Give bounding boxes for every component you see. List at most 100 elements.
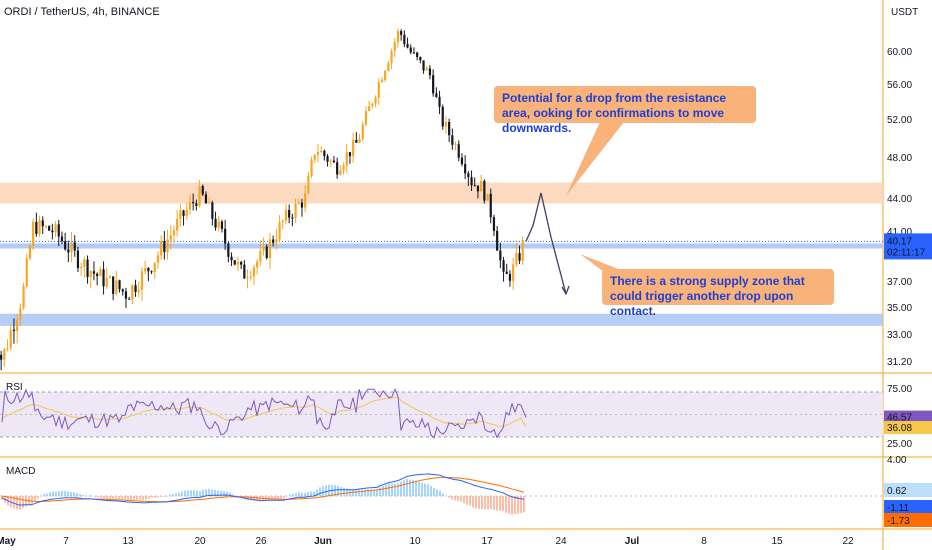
candle-body [25,258,28,286]
rsi-value-badge [884,410,932,424]
macd-histogram-bar [493,496,495,510]
macd-histogram-bar [277,496,279,499]
candle-body [105,277,108,287]
time-tick-label: 22 [842,536,854,547]
candle-body [96,273,99,277]
macd-histogram-bar [508,496,510,514]
time-tick-label: 8 [701,536,707,547]
zone-supply [0,243,883,249]
macd-histogram-bar [34,496,36,502]
macd-histogram-bar [379,487,381,497]
candle-body [284,209,288,221]
macd-histogram-bar [295,493,297,497]
candle-body [400,31,403,35]
candle-body [470,177,473,186]
macd-histogram-bar [454,496,456,501]
candle-body [291,217,294,219]
candle-body [0,354,3,360]
candle-body [364,111,368,125]
time-tick-label: 7 [63,536,69,547]
candle-body [252,267,256,277]
candle-body [99,269,102,277]
macd-histogram-bar [406,478,408,497]
supply-callout-pointer [580,254,626,272]
candle-body [483,180,486,201]
rsi-line [1,387,527,439]
candle-body [73,242,76,251]
macd-histogram-bar [79,493,81,497]
macd-signal-badge [884,513,932,527]
candle-body [147,267,150,272]
macd-histogram-bar [283,496,285,499]
macd-histogram-bar [361,489,363,497]
candle-body [243,264,246,279]
macd-histogram-bar [154,496,156,498]
macd-histogram-bar [25,496,27,507]
macd-histogram-bar [94,496,96,497]
candle-body [169,235,172,240]
candle-body [521,239,524,261]
supply-callout[interactable]: There is a strong supply zone that could… [602,269,834,318]
candle-body [371,103,374,107]
candle-body [329,160,332,162]
resistance-callout[interactable]: Potential for a drop from the resistance… [494,86,756,135]
candle-body [492,217,496,231]
candle-body [361,124,364,139]
macd-histogram-bar [337,485,339,497]
candle-body [195,203,198,206]
macd-histogram-bar [16,496,18,510]
macd-histogram-bar [340,487,342,497]
projection-arrowhead [561,285,570,296]
macd-histogram-bar [433,487,435,497]
candle-body [268,239,272,258]
macd-histogram-bar [217,490,219,497]
macd-histogram-bar [388,483,390,497]
candle-body [67,249,70,253]
candle-body [144,267,147,272]
time-tick-label: 26 [255,536,267,547]
candle-body [316,152,320,155]
candle-body [342,165,345,171]
candle-body [281,220,284,223]
candle-body [192,202,195,204]
candle-body [508,273,512,281]
macd-histogram-bar [475,496,477,509]
macd-hist-value: 0.62 [887,486,907,497]
macd-histogram-bar [502,496,504,511]
macd-histogram-bar [289,494,291,497]
candle-body [390,50,393,64]
candle-body [412,52,416,54]
macd-histogram-bar [367,489,369,497]
macd-histogram-bar [49,492,51,497]
candle-body [387,63,390,71]
macd-line-value: -1.11 [887,503,909,514]
macd-histogram-bar [424,483,426,497]
candle-body [320,150,323,153]
candle-body [310,159,313,176]
candle-body [489,193,492,218]
macd-histogram-bar [418,481,420,497]
resistance-callout-pointer [566,122,624,196]
macd-histogram-bar [202,489,204,497]
macd-histogram-bar [280,496,282,499]
candle-body [182,210,185,216]
macd-histogram-bar [463,496,465,504]
macd-signal-value: -1.73 [887,516,910,527]
candle-body [326,156,329,162]
candle-body [60,236,64,242]
macd-histogram-bar [88,495,90,497]
candle-body [48,226,51,231]
candle-body [300,202,304,208]
candle-body [259,250,262,262]
candle-body [467,173,470,178]
macd-histogram-bar [517,496,519,514]
candle-body [32,221,35,247]
candle-body [35,221,38,235]
candle-body [220,221,224,229]
macd-histogram-bar [310,491,312,497]
candle-body [419,56,422,61]
candle-body [22,285,25,309]
macd-histogram-bar [157,496,159,498]
candle-body [339,170,342,175]
candle-body [416,52,419,57]
